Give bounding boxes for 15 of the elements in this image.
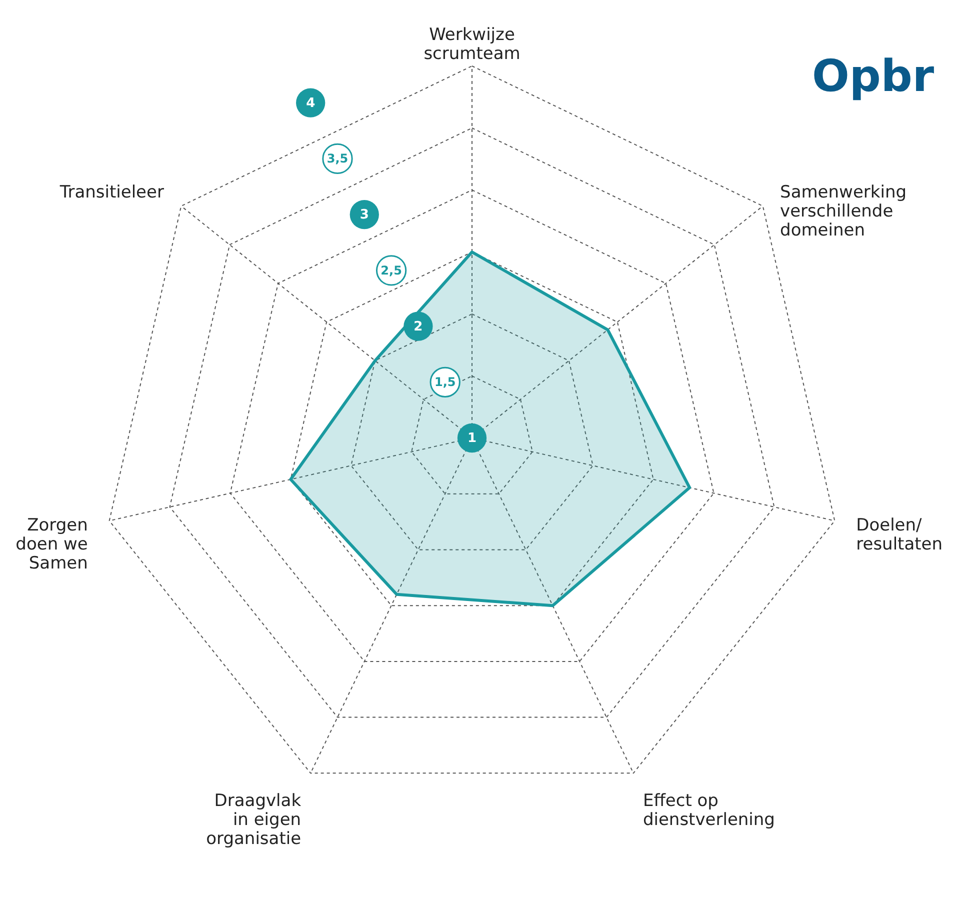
spoke-label: Effect op dienstverlening [642, 790, 775, 830]
y-tick-label: 1,5 [434, 375, 456, 390]
spoke-label: Doelen/ resultaten [856, 516, 943, 555]
y-tick-label: 3 [360, 208, 369, 223]
y-tick-label: 4 [306, 96, 316, 111]
y-tick-label: 3,5 [326, 152, 348, 166]
text: Opbr [812, 51, 934, 102]
spoke-label: Werkwijze scrumteam [424, 25, 520, 64]
spoke-label: Draagvlak in eigen organisatie [206, 790, 302, 849]
y-tick-label: 2 [414, 319, 423, 334]
spoke-label: Zorgen doen we Samen [16, 516, 88, 574]
y-tick-label: 2,5 [380, 263, 402, 278]
spoke-label: Transitieleer [58, 182, 164, 202]
y-tick-label: 1 [467, 431, 477, 446]
spoke-label: Samenwerking verschillende domeinen [780, 182, 907, 240]
